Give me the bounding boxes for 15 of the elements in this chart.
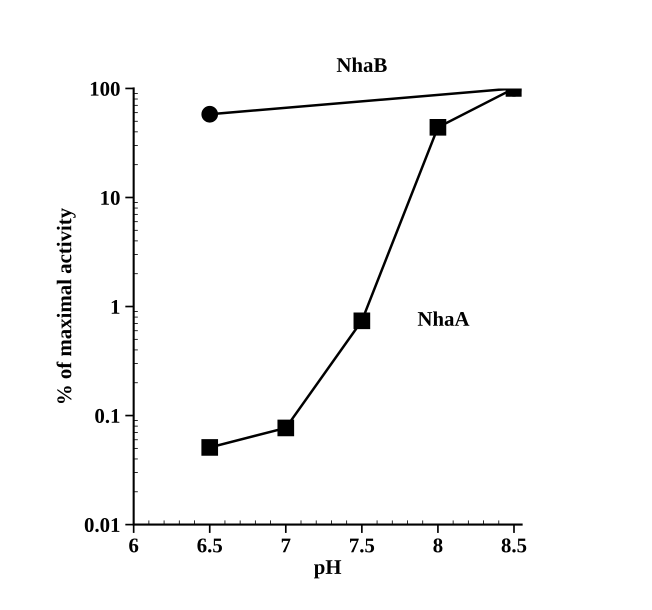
x-axis-title: pH xyxy=(314,560,342,578)
x-tick-label: 6.5 xyxy=(197,538,222,553)
x-tick-label: 7.5 xyxy=(350,538,374,553)
x-tick-label: 6 xyxy=(129,538,138,552)
y-tick-label: 10 xyxy=(101,190,120,205)
x-tick-label: 8 xyxy=(433,538,442,552)
y-tick-label: 0.01 xyxy=(84,518,120,532)
x-tick-label: 7 xyxy=(282,538,290,552)
y-tick-label: 0.1 xyxy=(95,408,120,424)
y-tick-label: 1 xyxy=(112,300,120,314)
text: NhaA xyxy=(418,311,470,326)
series-label: NhaB xyxy=(336,57,387,72)
x-tick-label: 8.5 xyxy=(502,538,526,553)
y-tick-label: 100 xyxy=(90,82,120,96)
y-axis-title: % of maximal activity xyxy=(56,208,76,404)
